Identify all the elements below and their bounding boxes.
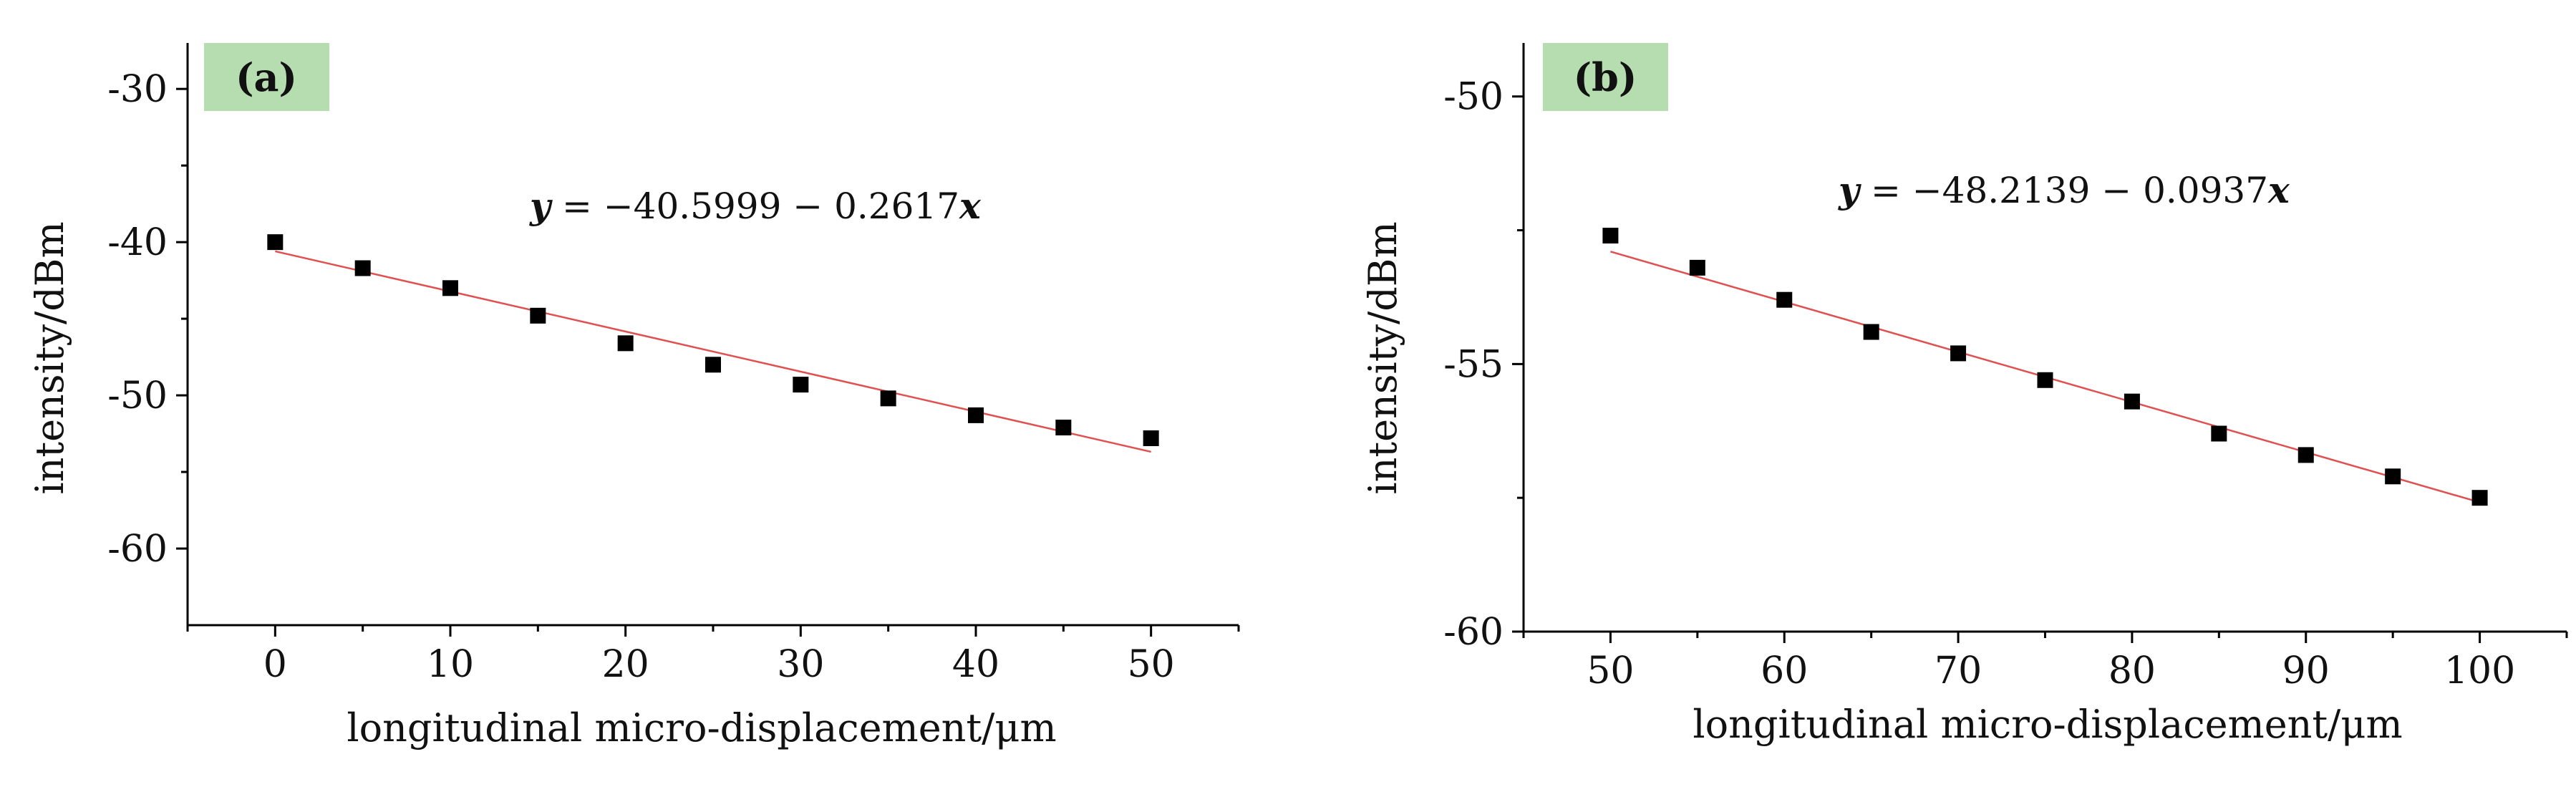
data-point	[2211, 425, 2227, 442]
x-tick-label: 60	[1761, 650, 1808, 692]
x-tick-label: 100	[2444, 650, 2515, 692]
panel-label-box	[1543, 43, 1668, 111]
data-point	[968, 407, 984, 423]
data-point	[705, 357, 721, 373]
data-points	[267, 234, 1159, 446]
data-point	[1863, 324, 1879, 340]
y-tick-label: -40	[107, 221, 168, 264]
x-tick-label: 40	[952, 643, 999, 686]
data-point	[1950, 345, 1967, 362]
x-tick-label: 50	[1587, 650, 1634, 692]
axes: 0 10 20 30 40 50 -30 -40 -50 -60	[107, 43, 1240, 686]
fit-equation: y = −40.5999 − 0.2617x	[529, 185, 982, 227]
x-tick-label: 10	[427, 643, 474, 686]
panel-label: (b)	[1574, 54, 1637, 100]
data-point	[1689, 259, 1705, 276]
data-point	[2471, 490, 2488, 506]
x-tick-label: 80	[2108, 650, 2156, 692]
y-tick-label: -50	[107, 375, 168, 417]
data-point	[354, 260, 371, 276]
data-points	[1602, 228, 2488, 506]
data-point	[267, 234, 284, 251]
y-tick-label: -30	[107, 68, 168, 111]
data-point	[1602, 228, 1619, 244]
data-point	[2297, 447, 2314, 463]
data-point	[2124, 393, 2140, 410]
axes: 50 60 70 80 90 100 -50 -55 -60	[1443, 43, 2568, 692]
y-tick-label: -60	[1443, 611, 1504, 654]
data-point	[442, 280, 458, 296]
x-tick-label: 90	[2282, 650, 2330, 692]
equation-body: = −48.2139 − 0.0937	[1859, 170, 2268, 211]
x-axis-title: longitudinal micro-displacement/μm	[347, 705, 1056, 750]
chart-panel-b: (b) intensity/dBm longitudinal micro-dis…	[1360, 43, 2568, 747]
equation-var: x	[959, 185, 982, 227]
x-tick-label: 20	[602, 643, 649, 686]
panel-label: (a)	[236, 54, 297, 100]
data-point	[2385, 468, 2401, 485]
equation-lhs: y	[1838, 169, 1861, 211]
panel-label-box	[204, 43, 329, 111]
equation-lhs: y	[529, 185, 553, 227]
y-tick-label: -60	[107, 528, 168, 571]
chart-panel-a: (a) intensity/dBm longitudinal micro-dis…	[27, 43, 1240, 750]
x-tick-label: 70	[1935, 650, 1982, 692]
x-tick-label: 50	[1128, 643, 1175, 686]
equation-body: = −40.5999 − 0.2617	[551, 185, 959, 227]
y-tick-label: -55	[1443, 343, 1504, 386]
data-point	[1776, 291, 1793, 308]
data-point	[793, 377, 809, 393]
x-axis-title: longitudinal micro-displacement/μm	[1693, 702, 2402, 747]
fit-line	[275, 250, 1151, 453]
data-point	[530, 307, 546, 324]
equation-var: x	[2267, 169, 2290, 211]
data-point	[2037, 372, 2053, 388]
y-axis-title: intensity/dBm	[1360, 221, 1405, 494]
data-point	[617, 335, 634, 352]
fit-line-group	[275, 250, 1151, 453]
data-point	[1143, 430, 1159, 446]
x-tick-label: 0	[263, 643, 287, 686]
y-axis-title: intensity/dBm	[27, 221, 72, 494]
data-point	[880, 390, 896, 407]
y-tick-label: -50	[1443, 76, 1504, 119]
x-tick-label: 30	[777, 643, 824, 686]
data-point	[1055, 420, 1072, 436]
fit-equation: y = −48.2139 − 0.0937x	[1838, 169, 2290, 211]
